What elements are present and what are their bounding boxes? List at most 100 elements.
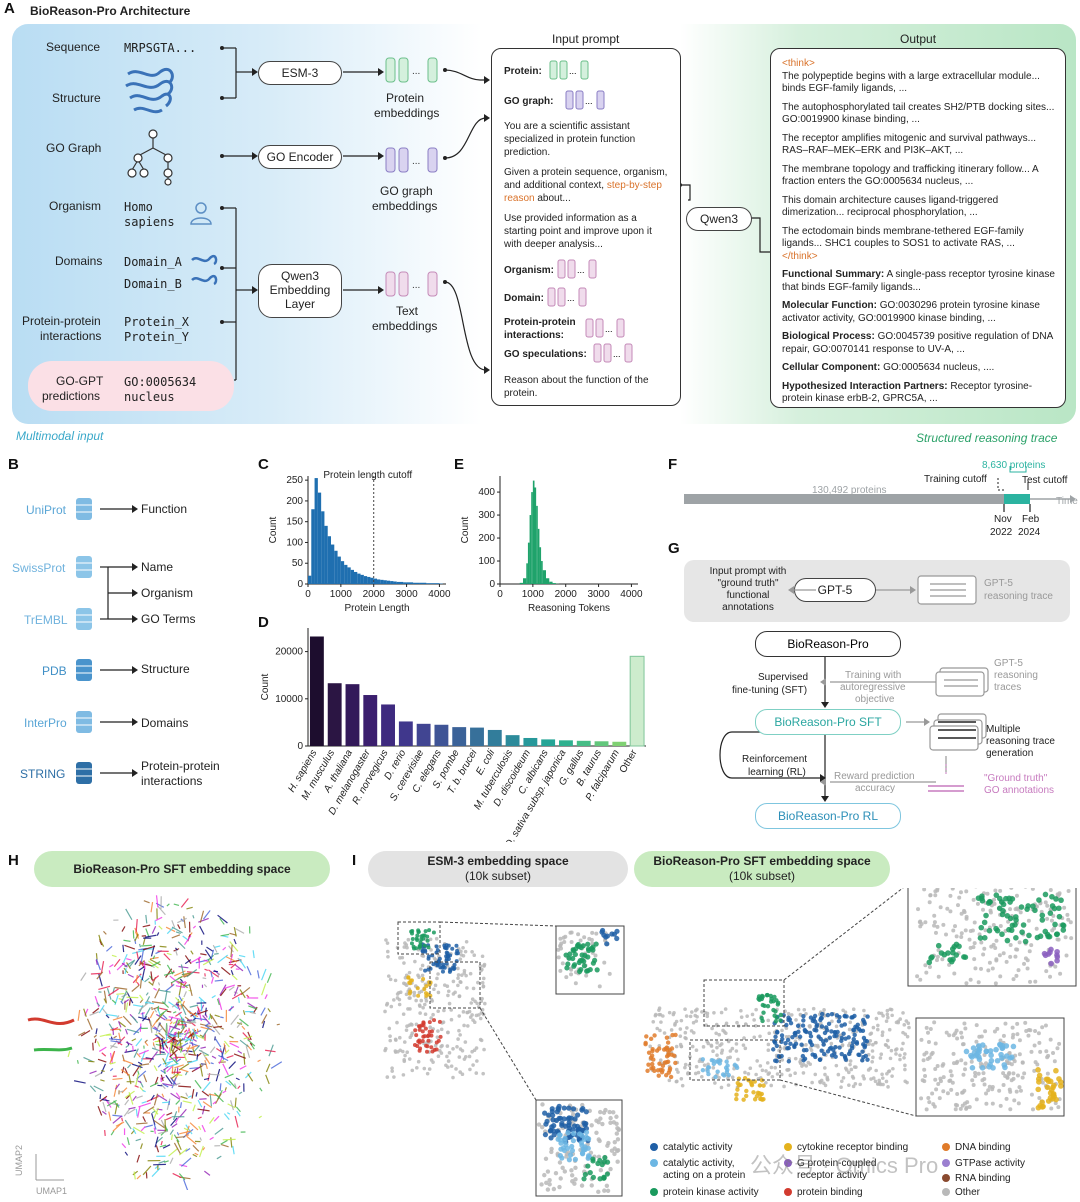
umap-point [132, 1066, 140, 1077]
legend-item-2: protein kinase activity [650, 1187, 759, 1198]
embedding-point [542, 1132, 549, 1138]
embedding-point [656, 1073, 661, 1078]
embedding-point [1016, 1101, 1021, 1106]
embedding-point [796, 1007, 801, 1012]
embedding-point [1044, 969, 1049, 974]
umap-point [224, 1087, 227, 1091]
umap-point [196, 1006, 201, 1014]
embedding-point [982, 1082, 987, 1087]
g-input-4: annotations [722, 602, 774, 613]
umap-point [251, 1045, 255, 1050]
embedding-point [1007, 1055, 1013, 1061]
embedding-point [829, 1029, 834, 1034]
molecular-function-label: Molecular Function: [782, 300, 877, 311]
embedding-point [654, 1012, 658, 1017]
x-axis-label: Reasoning Tokens [528, 603, 610, 614]
gpt5-trace-label-2: reasoning trace [984, 591, 1053, 602]
embedding-point [988, 910, 993, 915]
embedding-point [480, 1007, 485, 1012]
embedding-point [802, 1027, 808, 1033]
umap-point [158, 1160, 166, 1164]
umap-point [235, 1077, 240, 1081]
embedding-point [561, 1105, 567, 1111]
umap-point [234, 1115, 239, 1128]
embedding-point [551, 1123, 557, 1129]
embedding-point [834, 1024, 839, 1029]
umap-point [233, 986, 239, 997]
embedding-point [472, 1020, 477, 1025]
umap-point [171, 920, 176, 928]
umap-point [180, 1068, 189, 1073]
umap-point [214, 952, 219, 955]
embedding-point [734, 1049, 739, 1053]
embedding-point [1011, 977, 1016, 982]
embedding-point [658, 1028, 662, 1033]
embedding-point [981, 952, 986, 957]
umap-point [166, 1010, 172, 1013]
x-tick-label: 2000 [363, 589, 386, 600]
umap-point [175, 950, 178, 956]
embedding-point [949, 946, 956, 952]
embedding-point [1015, 1073, 1020, 1078]
umap-point [122, 1015, 132, 1026]
embedding-point [723, 1065, 729, 1070]
umap-point [159, 945, 167, 948]
embedding-point [715, 1053, 719, 1058]
embedding-point [574, 1123, 580, 1129]
legend-label-9: Other [955, 1187, 981, 1198]
umap-point [184, 935, 192, 946]
gpt5-traces-1: GPT-5 [994, 658, 1023, 669]
umap-point [248, 1005, 258, 1010]
embedding-point [558, 943, 563, 948]
umap-point [124, 1119, 132, 1130]
embedding-point [1049, 918, 1054, 923]
umap-point [115, 1083, 121, 1090]
umap-point [152, 1042, 155, 1046]
umap-point [222, 946, 227, 951]
embedding-point [971, 945, 976, 950]
umap-point [135, 919, 138, 932]
embedding-point [886, 1015, 890, 1020]
histogram-bar [367, 576, 371, 584]
embedding-point [958, 890, 963, 895]
embedding-point [539, 1124, 545, 1130]
embedding-point [1020, 1075, 1025, 1080]
umap-point [211, 1024, 221, 1036]
embedding-point [982, 1076, 987, 1081]
embedding-point [956, 943, 962, 950]
embedding-point [383, 1048, 387, 1053]
embedding-point [780, 1058, 785, 1062]
umap-point [151, 1110, 156, 1114]
embedding-point [472, 953, 477, 958]
embedding-point [431, 962, 436, 967]
umap-point [230, 969, 234, 976]
umap-point [238, 958, 246, 969]
umap-point [217, 972, 220, 977]
reward-label-2: accuracy [855, 783, 896, 794]
umap-point [106, 1099, 117, 1107]
umap-point [236, 1110, 241, 1117]
cutoff-label: Protein length cutoff [323, 470, 412, 481]
embedding-point [589, 1183, 594, 1188]
umap-point [232, 1145, 235, 1155]
embedding-point [1001, 1082, 1006, 1087]
embedding-point [770, 1074, 775, 1079]
embedding-point [753, 1023, 758, 1028]
embedding-point [1018, 910, 1023, 915]
svg-text:...: ... [585, 96, 593, 106]
embedding-point [441, 1020, 446, 1025]
umap-point [138, 1063, 150, 1067]
bioreason-pro-model: BioReason-Pro [755, 631, 901, 657]
embedding-point [732, 1062, 738, 1068]
embedding-point [672, 1011, 676, 1015]
embedding-point [434, 944, 439, 949]
embedding-point [765, 1004, 771, 1009]
umap-point [103, 998, 108, 1004]
embedding-point [787, 1017, 793, 1022]
embedding-point [389, 1004, 394, 1009]
embedding-point [935, 942, 942, 949]
x-tick-label: 0 [497, 589, 503, 600]
embedding-point [605, 1188, 611, 1193]
umap-point [172, 1111, 178, 1121]
umap-point [73, 1080, 86, 1084]
